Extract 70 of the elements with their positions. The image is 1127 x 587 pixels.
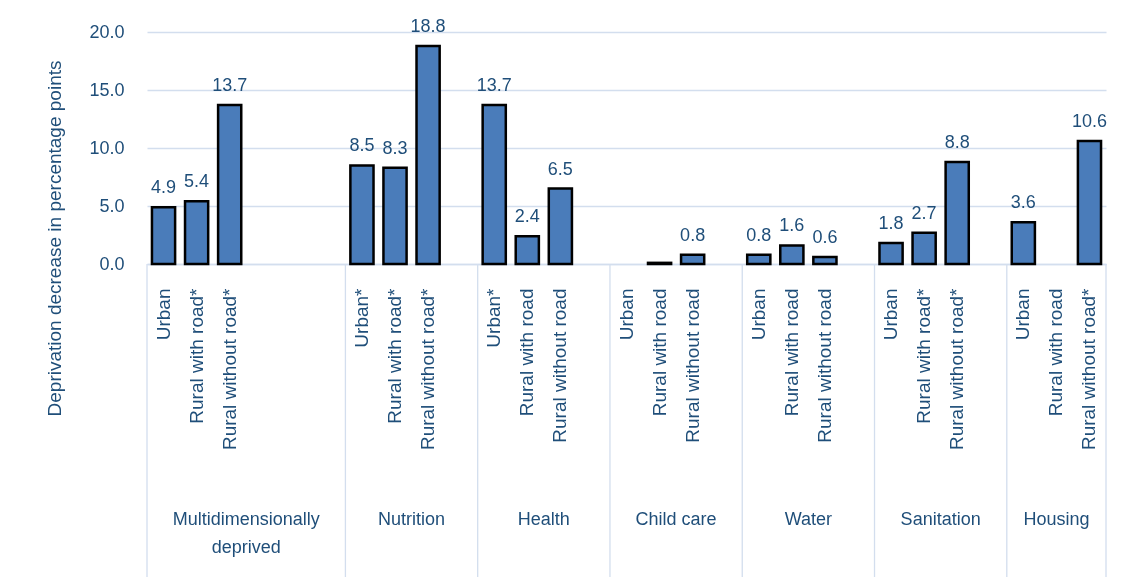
bar — [481, 103, 508, 266]
bar — [150, 205, 177, 266]
bar — [183, 200, 210, 266]
x-tick-label: Urban — [615, 288, 637, 341]
data-label: 5.4 — [184, 171, 210, 192]
text: Nutrition — [378, 509, 446, 529]
y-tick-label: 15.0 — [89, 79, 125, 100]
x-tick-label: Urban* — [350, 287, 372, 348]
data-label: 0.8 — [680, 224, 706, 245]
data-label: 8.8 — [944, 131, 970, 152]
data-label: 6.5 — [547, 158, 573, 179]
data-label: 13.7 — [476, 75, 512, 96]
text: Housing — [1023, 509, 1090, 529]
bar — [415, 44, 441, 266]
text: Child care — [635, 509, 717, 529]
x-tick-label: Urban — [1012, 288, 1034, 341]
data-label: 2.7 — [911, 202, 937, 223]
bar — [812, 255, 838, 266]
data-label: 10.6 — [1071, 111, 1107, 132]
x-tick-label: Rural without road — [549, 288, 571, 443]
text: Water — [784, 509, 833, 529]
bar — [779, 244, 805, 266]
text: Multidimensionally deprived — [172, 509, 320, 557]
data-label: 2.4 — [514, 206, 540, 227]
x-tick-label: Rural without road* — [417, 287, 439, 451]
x-tick-label: Rural without road* — [946, 287, 968, 451]
x-tick-label: Urban — [747, 288, 769, 341]
data-label: 3.6 — [1010, 192, 1036, 213]
x-tick-label: Rural without road — [681, 288, 703, 443]
bar — [382, 166, 408, 266]
y-tick-label: 5.0 — [99, 195, 125, 216]
bar — [911, 231, 937, 266]
bar — [745, 253, 772, 266]
x-tick-label: Rural with road* — [185, 287, 207, 424]
data-label: 0.6 — [812, 227, 838, 248]
data-label: 18.8 — [410, 15, 446, 36]
bar — [514, 234, 541, 266]
bar — [547, 187, 574, 266]
x-tick-label: Urban* — [483, 287, 505, 348]
x-tick-label: Urban — [152, 288, 174, 341]
x-tick-label: Rural without road* — [218, 287, 240, 451]
bar — [1076, 139, 1103, 266]
text: Sanitation — [900, 509, 981, 529]
x-tick-label: Rural with road — [648, 288, 670, 417]
data-label: 13.7 — [212, 75, 248, 96]
x-tick-label: Rural with road — [1045, 288, 1067, 417]
data-label: 8.3 — [382, 137, 408, 158]
bar — [679, 253, 706, 266]
y-tick-label: 0.0 — [99, 253, 125, 274]
x-tick-label: Urban — [880, 288, 902, 341]
bar — [944, 160, 971, 266]
y-tick-label: 20.0 — [89, 21, 125, 42]
data-label: 8.5 — [349, 135, 375, 156]
y-tick-label: 10.0 — [89, 137, 125, 158]
x-tick-label: Rural without road — [813, 288, 835, 443]
y-axis-title: Deprivation decrease in percentage points — [43, 60, 65, 417]
data-label: 1.6 — [779, 215, 805, 236]
x-tick-label: Rural with road* — [913, 287, 935, 424]
data-label: 0.8 — [746, 224, 772, 245]
x-tick-label: Rural with road — [780, 288, 802, 417]
x-tick-label: Rural with road — [516, 288, 538, 417]
bar — [1010, 220, 1037, 266]
data-label: 1.8 — [878, 213, 904, 234]
x-tick-label: Rural with road* — [384, 287, 406, 424]
x-tick-label: Rural without road* — [1078, 287, 1100, 451]
bar — [878, 241, 904, 266]
bar — [216, 103, 243, 266]
text: Health — [517, 509, 570, 529]
data-label: 4.9 — [151, 177, 177, 198]
bar — [349, 164, 375, 266]
